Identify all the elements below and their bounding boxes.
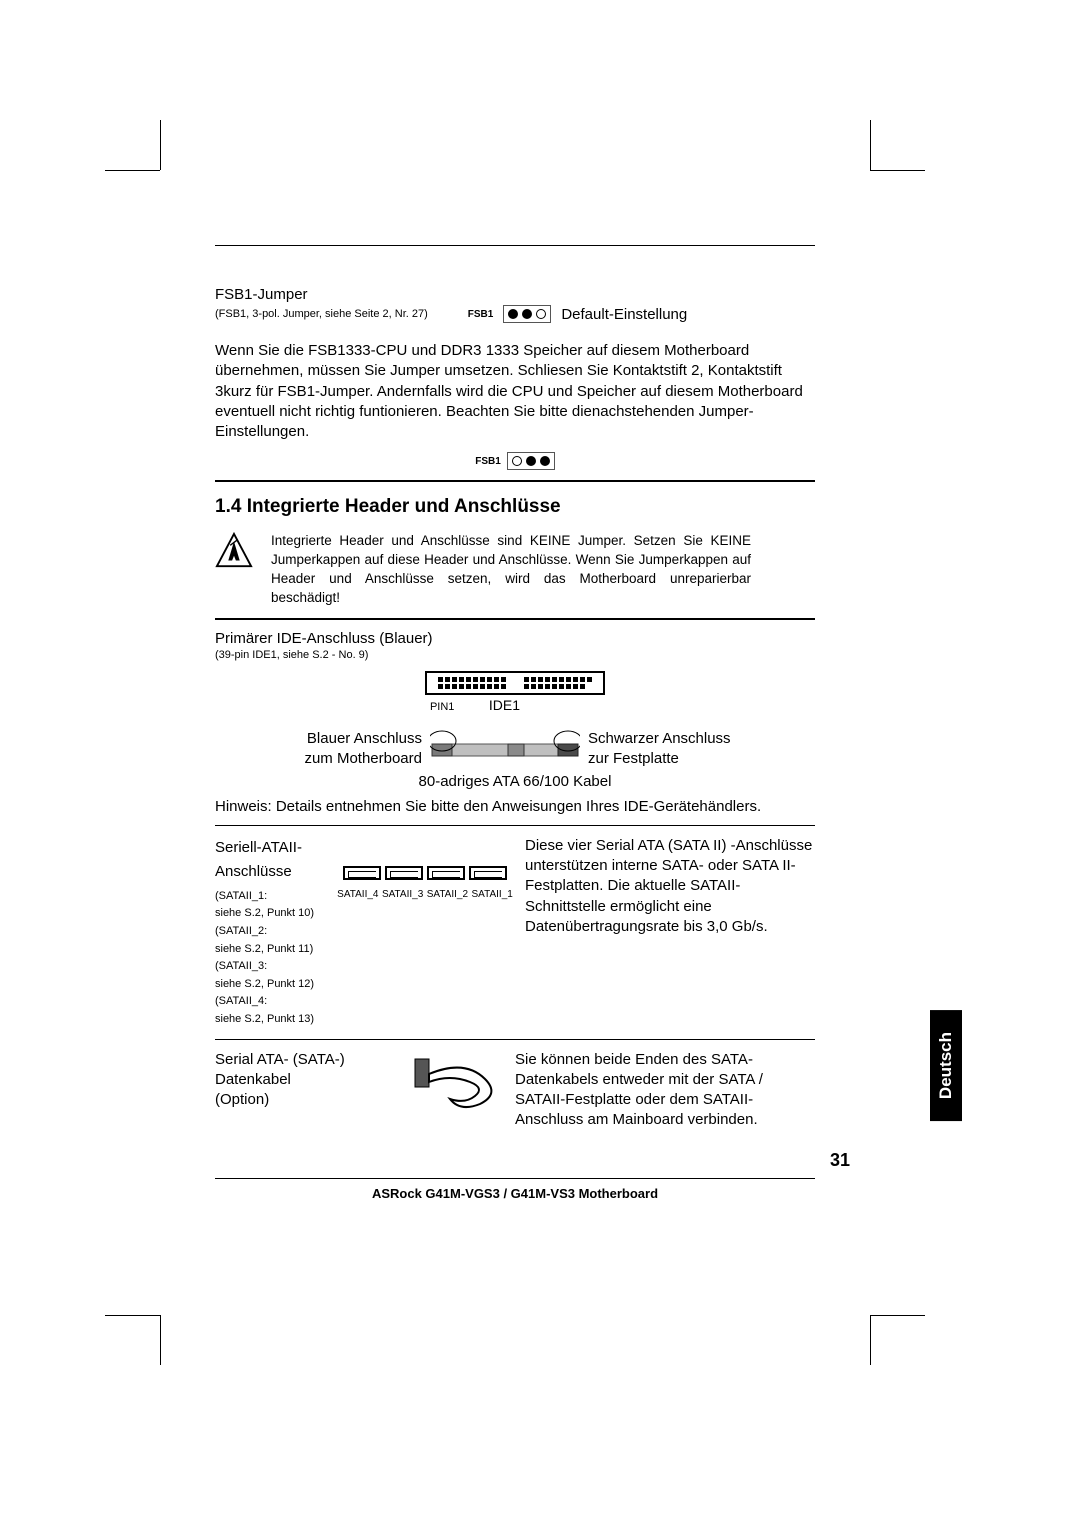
sata-port-label: SATAII_1 [471,889,513,900]
cable-caption: 80-adriges ATA 66/100 Kabel [215,773,815,790]
fsb-row: (FSB1, 3-pol. Jumper, siehe Seite 2, Nr.… [215,305,815,323]
warning-block: Integrierte Header und Anschlüsse sind K… [215,532,815,608]
crop-mark [870,1315,871,1365]
cable-blue-label: Blauer Anschluss [307,730,422,747]
sata-cable-icon [395,1050,515,1131]
sata-port-label: SATAII_3 [382,889,424,900]
crop-mark [160,1315,161,1365]
ide-cable-icon [430,729,580,769]
sub-rule-thin [215,825,815,826]
ide-connector-diagram: PIN1 IDE1 [215,671,815,715]
ide-hint: Hinweis: Details entnehmen Sie bitte den… [215,798,815,815]
page-number: 31 [830,1150,850,1171]
crop-mark [870,1315,925,1316]
sataii-ports-diagram: SATAII_4 SATAII_3 SATAII_2 SATAII_1 [325,836,525,1029]
page-content: FSB1-Jumper (FSB1, 3-pol. Jumper, siehe … [215,245,815,1131]
warning-icon [215,532,253,570]
sataii-title: Seriell-ATAII-Anschlüsse [215,836,325,884]
sataii-ref: (SATAII_1: [215,888,325,906]
sataii-section: Seriell-ATAII-Anschlüsse (SATAII_1: sieh… [215,836,815,1029]
fsb-subtitle: (FSB1, 3-pol. Jumper, siehe Seite 2, Nr.… [215,308,428,320]
ide-subtitle: (39-pin IDE1, siehe S.2 - No. 9) [215,649,815,661]
satacable-title1: Serial ATA- (SATA-) [215,1050,395,1070]
pin1-label: PIN1 [430,701,454,713]
ide-cable-row: Blauer Anschluss zum Motherboard Schwarz… [215,729,815,769]
fsb-row-2: FSB1 [215,452,815,470]
sataii-ref: (SATAII_3: [215,958,325,976]
sata-port-label: SATAII_4 [337,889,379,900]
satacable-left: Serial ATA- (SATA-) Datenkabel (Option) [215,1050,395,1131]
section-title: 1.4 Integrierte Header und Anschlüsse [215,496,815,518]
crop-mark [105,170,160,171]
cable-right-labels: Schwarzer Anschluss zur Festplatte [588,729,778,768]
sub-rule [215,618,815,620]
default-label: Default-Einstellung [561,306,687,323]
cable-black-label: Schwarzer Anschluss [588,730,731,747]
section-rule [215,480,815,482]
warning-text: Integrierte Header und Anschlüsse sind K… [271,532,751,608]
sataii-ref: (SATAII_2: [215,923,325,941]
satacable-desc: Sie können beide Enden des SATA-Datenkab… [515,1050,815,1131]
sataii-ref: (SATAII_4: [215,993,325,1011]
sataii-ref: siehe S.2, Punkt 11) [215,941,325,959]
sataii-ref: siehe S.2, Punkt 10) [215,905,325,923]
sataii-desc: Diese vier Serial ATA (SATA II) -Anschlü… [525,836,815,1029]
cable-left-labels: Blauer Anschluss zum Motherboard [252,729,422,768]
cable-to-hdd: zur Festplatte [588,750,679,767]
crop-mark [870,170,925,171]
crop-mark [105,1315,160,1316]
cable-to-mb: zum Motherboard [304,750,422,767]
jumper-diagram-alt [507,452,555,470]
sata-port-label: SATAII_2 [426,889,468,900]
top-rule [215,245,815,246]
jumper-diagram-default [503,305,551,323]
fsb-pin-label-2: FSB1 [475,456,501,467]
sataii-ref: siehe S.2, Punkt 12) [215,976,325,994]
sataii-left: Seriell-ATAII-Anschlüsse (SATAII_1: sieh… [215,836,325,1029]
crop-mark [870,120,871,170]
footer-text: ASRock G41M-VGS3 / G41M-VS3 Motherboard [215,1186,815,1201]
satacable-title3: (Option) [215,1090,395,1110]
sata-cable-section: Serial ATA- (SATA-) Datenkabel (Option) … [215,1050,815,1131]
language-tab: Deutsch [930,1010,962,1121]
ide-title: Primärer IDE-Anschluss (Blauer) [215,630,815,647]
fsb-body: Wenn Sie die FSB1333-CPU und DDR3 1333 S… [215,341,815,442]
sub-rule-thin-2 [215,1039,815,1040]
sataii-ref: siehe S.2, Punkt 13) [215,1011,325,1029]
ide1-label: IDE1 [489,697,520,713]
footer-rule [215,1178,815,1179]
satacable-title2: Datenkabel [215,1070,395,1090]
fsb-title: FSB1-Jumper [215,286,815,303]
crop-mark [160,120,161,170]
fsb-pin-label: FSB1 [468,309,494,320]
